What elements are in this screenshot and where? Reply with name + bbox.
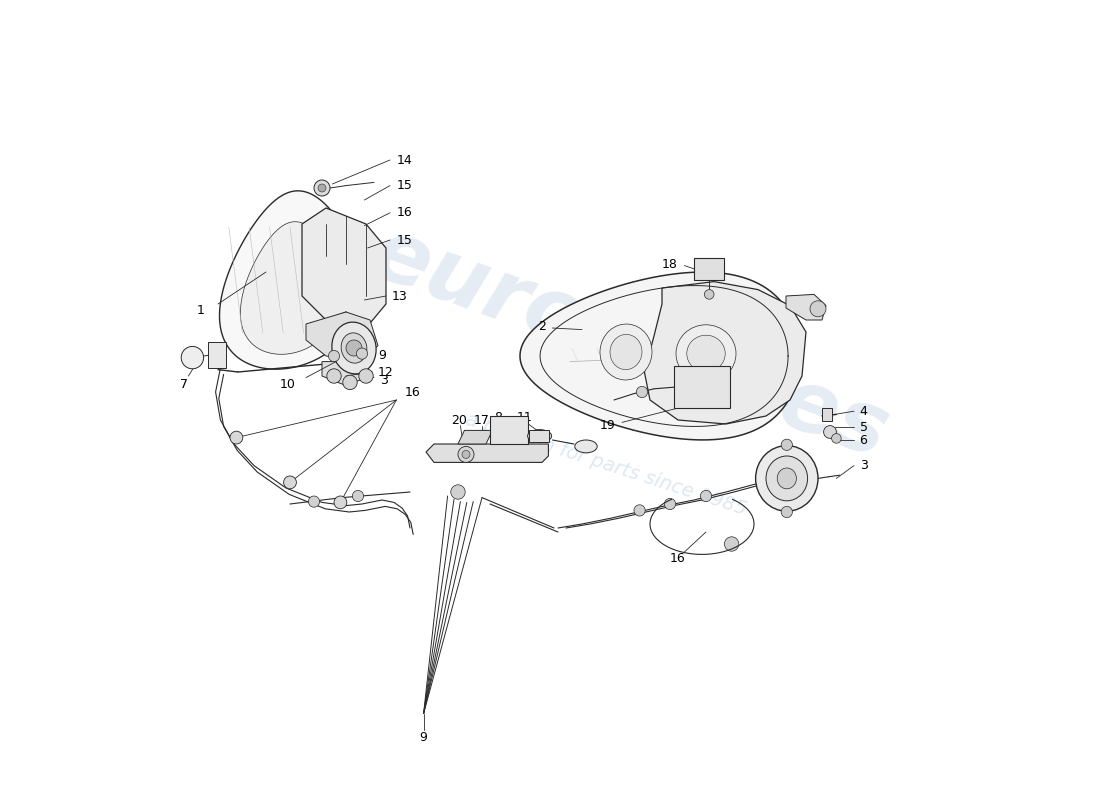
Text: 19: 19 [600, 419, 616, 432]
Circle shape [701, 490, 712, 502]
Polygon shape [426, 444, 549, 462]
Circle shape [346, 340, 362, 356]
Text: 13: 13 [392, 290, 407, 302]
Circle shape [704, 290, 714, 299]
Ellipse shape [332, 322, 376, 374]
Text: 18: 18 [662, 258, 678, 270]
Circle shape [359, 369, 373, 383]
Circle shape [462, 450, 470, 458]
FancyBboxPatch shape [490, 416, 528, 444]
Text: 1: 1 [197, 304, 205, 317]
Text: 16: 16 [405, 386, 420, 398]
Circle shape [634, 505, 646, 516]
Text: 10: 10 [279, 378, 296, 390]
Text: 2: 2 [538, 320, 546, 333]
Text: 15: 15 [396, 179, 412, 192]
Circle shape [334, 496, 346, 509]
Text: a passion for parts since 1985: a passion for parts since 1985 [463, 410, 749, 518]
Text: 9: 9 [378, 350, 386, 362]
Ellipse shape [756, 446, 818, 511]
Circle shape [314, 180, 330, 196]
FancyBboxPatch shape [694, 258, 725, 280]
Circle shape [284, 476, 296, 489]
Ellipse shape [341, 333, 367, 363]
Ellipse shape [528, 430, 551, 442]
Text: 16: 16 [396, 206, 412, 219]
Polygon shape [645, 282, 806, 424]
Ellipse shape [778, 468, 796, 489]
Text: 3: 3 [379, 374, 387, 386]
Text: 8: 8 [494, 411, 502, 424]
Text: 17: 17 [474, 414, 490, 426]
Ellipse shape [575, 440, 597, 453]
Circle shape [230, 431, 243, 444]
Text: 14: 14 [396, 154, 412, 166]
Polygon shape [322, 362, 366, 386]
Circle shape [781, 506, 792, 518]
Ellipse shape [766, 456, 807, 501]
Text: 11: 11 [517, 411, 532, 424]
Polygon shape [786, 294, 826, 320]
Circle shape [824, 426, 836, 438]
Text: 4: 4 [859, 405, 868, 418]
Circle shape [664, 498, 675, 510]
FancyBboxPatch shape [674, 366, 730, 408]
Circle shape [343, 375, 358, 390]
Text: 6: 6 [859, 434, 868, 446]
Text: 7: 7 [179, 378, 188, 390]
Text: 5: 5 [859, 421, 868, 434]
Text: 9: 9 [420, 731, 428, 744]
Polygon shape [458, 430, 493, 444]
Text: 16: 16 [670, 552, 686, 565]
Polygon shape [302, 208, 386, 328]
Ellipse shape [686, 335, 725, 372]
Ellipse shape [676, 325, 736, 382]
Text: 12: 12 [378, 366, 394, 378]
Circle shape [327, 369, 341, 383]
Ellipse shape [600, 324, 652, 380]
Circle shape [182, 346, 204, 369]
Circle shape [458, 446, 474, 462]
Circle shape [356, 348, 367, 359]
Text: 3: 3 [859, 459, 868, 472]
Circle shape [318, 184, 326, 192]
Text: 15: 15 [396, 234, 412, 246]
FancyBboxPatch shape [208, 342, 226, 368]
Circle shape [329, 350, 340, 362]
Circle shape [725, 537, 739, 551]
FancyBboxPatch shape [529, 430, 549, 442]
Text: 20: 20 [451, 414, 466, 426]
Circle shape [451, 485, 465, 499]
Circle shape [810, 301, 826, 317]
Circle shape [637, 386, 648, 398]
Polygon shape [306, 312, 378, 362]
Ellipse shape [610, 334, 642, 370]
Text: eurospares: eurospares [360, 212, 900, 476]
Circle shape [832, 434, 842, 443]
Circle shape [781, 439, 792, 450]
Polygon shape [520, 272, 800, 440]
Circle shape [308, 496, 320, 507]
Polygon shape [220, 191, 361, 369]
Circle shape [352, 490, 364, 502]
Polygon shape [241, 222, 340, 354]
FancyBboxPatch shape [822, 408, 832, 421]
